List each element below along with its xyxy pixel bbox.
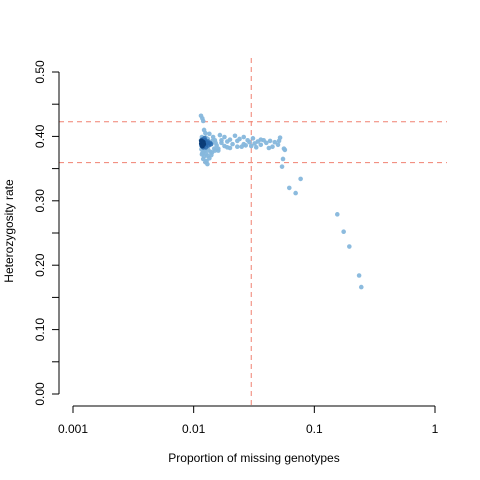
data-point <box>356 273 362 278</box>
data-point <box>219 137 224 143</box>
data-point <box>279 164 285 169</box>
data-point <box>335 212 340 217</box>
data-point <box>230 141 235 147</box>
data-point <box>266 145 272 151</box>
data-point <box>227 145 233 151</box>
data-point <box>275 142 281 148</box>
data-point <box>248 143 254 149</box>
data-point <box>341 229 346 235</box>
data-point <box>253 145 259 150</box>
data-point <box>210 134 216 140</box>
x-tick-label: 0.1 <box>306 422 323 436</box>
x-tick-label: 0.01 <box>182 422 206 436</box>
data-point <box>207 131 212 137</box>
x-tick-label: 0.001 <box>58 422 88 436</box>
data-point <box>286 185 292 191</box>
y-tick-label: 0.50 <box>33 60 47 84</box>
data-point <box>267 138 273 144</box>
data-point <box>222 143 227 149</box>
data-point <box>252 141 257 146</box>
data-point <box>200 118 206 124</box>
data-point <box>222 134 227 140</box>
data-point <box>203 151 209 157</box>
y-tick-label: 0.00 <box>33 382 47 406</box>
core-data-point <box>201 141 207 147</box>
axes: 0.001 0.01 0.1 1 0.00 0.10 0.20 0.30 0.40 0.50 <box>33 60 439 436</box>
data-point <box>225 139 230 144</box>
data-point <box>276 138 282 144</box>
data-point <box>237 136 242 142</box>
data-point <box>215 146 221 151</box>
y-tick-label: 0.30 <box>33 189 47 213</box>
data-point <box>203 130 208 136</box>
data-points <box>198 113 364 290</box>
data-point <box>245 137 250 143</box>
x-axis-title: Proportion of missing genotypes <box>168 451 339 465</box>
data-point <box>258 137 264 142</box>
y-axis-title: Heterozygosity rate <box>2 179 16 283</box>
data-point <box>282 147 288 153</box>
data-point <box>272 139 278 145</box>
y-tick-label: 0.20 <box>33 253 47 277</box>
data-point <box>280 156 286 162</box>
x-tick-label: 1 <box>432 422 439 436</box>
data-point <box>212 148 218 153</box>
data-point <box>232 133 238 139</box>
data-point <box>347 244 352 249</box>
data-point <box>241 134 247 140</box>
data-point <box>217 132 223 138</box>
y-tick-label: 0.40 <box>33 124 47 148</box>
data-point <box>358 284 364 290</box>
data-point <box>270 144 275 150</box>
data-point <box>298 176 303 182</box>
dense-data-point <box>208 141 214 147</box>
data-point <box>235 144 240 150</box>
data-point <box>293 190 298 196</box>
data-point <box>241 141 247 147</box>
y-tick-label: 0.10 <box>33 318 47 342</box>
data-point <box>258 142 264 148</box>
threshold-lines <box>59 58 447 406</box>
data-point <box>250 136 256 141</box>
